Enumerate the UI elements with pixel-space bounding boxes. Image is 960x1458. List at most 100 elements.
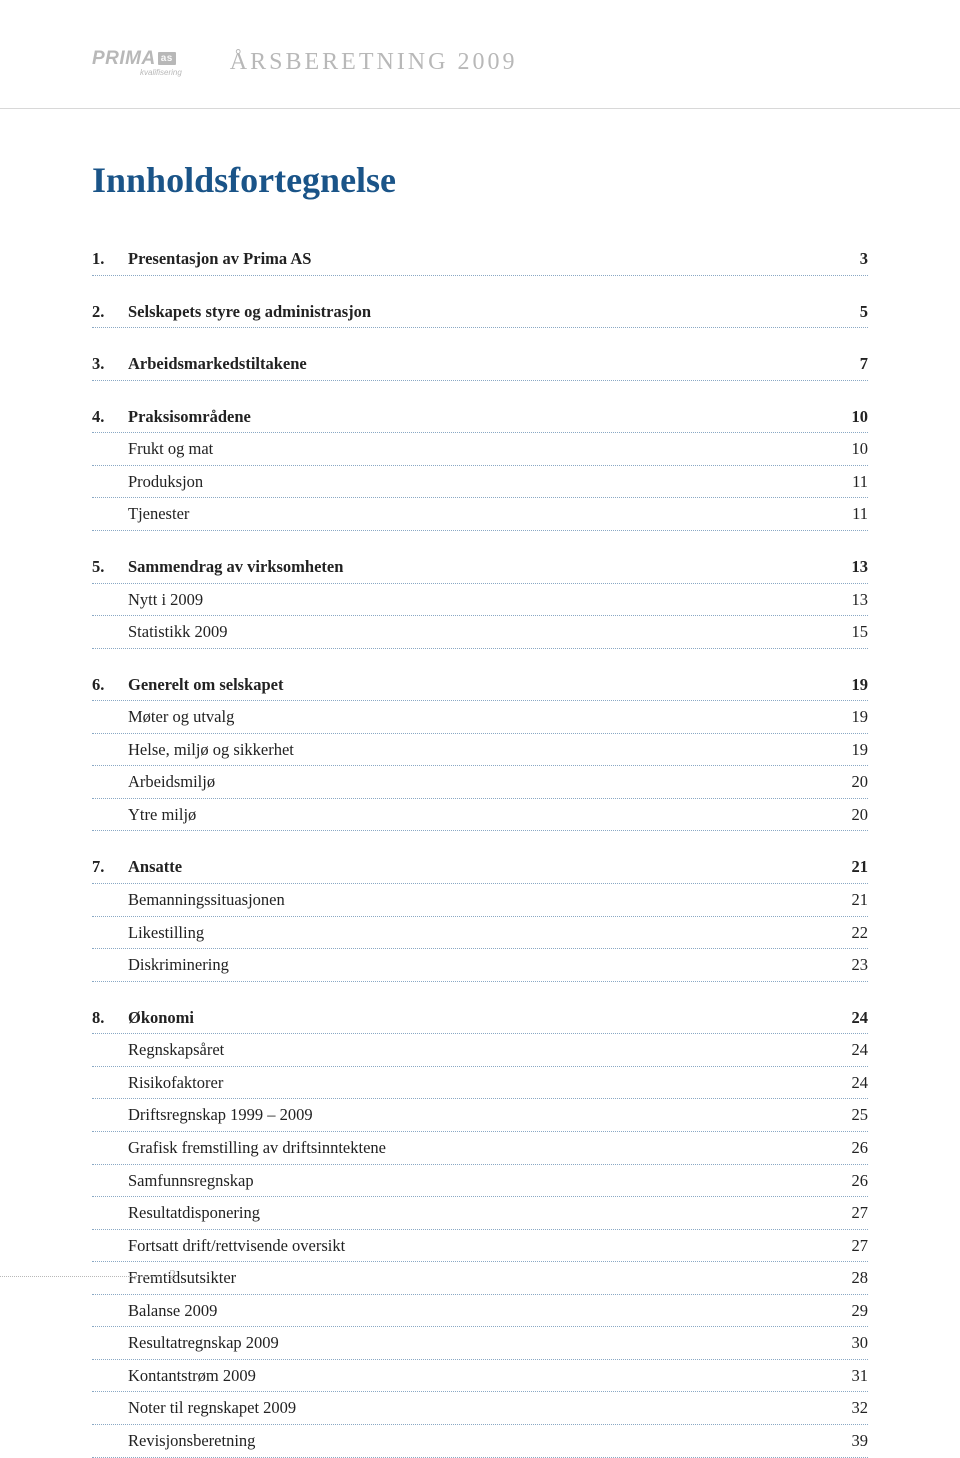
toc-page: 7 [826, 351, 868, 377]
toc-row-sub: Produksjon11 [92, 466, 868, 499]
toc-sub-page: 23 [826, 952, 868, 978]
toc-sub-page: 24 [826, 1070, 868, 1096]
logo-text: PRIMAas [92, 48, 182, 70]
toc-sub-label: Regnskapsåret [92, 1037, 826, 1063]
toc-label: Arbeidsmarkedstiltakene [128, 351, 826, 377]
toc-section: 8.Økonomi24Regnskapsåret24Risikofaktorer… [92, 1002, 868, 1458]
toc-row-sub: Fortsatt drift/rettvisende oversikt27 [92, 1230, 868, 1263]
toc-sub-label: Balanse 2009 [92, 1298, 826, 1324]
toc-row-main: 3.Arbeidsmarkedstiltakene7 [92, 348, 868, 381]
toc-label: Selskapets styre og administrasjon [128, 299, 826, 325]
toc-row-sub: Grafisk fremstilling av driftsinntektene… [92, 1132, 868, 1165]
toc-label: Generelt om selskapet [128, 672, 826, 698]
toc-sub-label: Bemanningssituasjonen [92, 887, 826, 913]
toc-sub-page: 21 [826, 887, 868, 913]
toc-sub-page: 20 [826, 769, 868, 795]
toc-sub-page: 19 [826, 704, 868, 730]
toc-sub-label: Frukt og mat [92, 436, 826, 462]
toc-sub-page: 31 [826, 1363, 868, 1389]
toc-sub-label: Grafisk fremstilling av driftsinntektene [92, 1135, 826, 1161]
toc-page: 5 [826, 299, 868, 325]
toc-sub-label: Driftsregnskap 1999 – 2009 [92, 1102, 826, 1128]
toc-sub-label: Ytre miljø [92, 802, 826, 828]
toc-row-main: 7.Ansatte21 [92, 851, 868, 884]
toc-row-sub: Statistikk 200915 [92, 616, 868, 649]
toc-sub-label: Arbeidsmiljø [92, 769, 826, 795]
toc-sub-page: 24 [826, 1037, 868, 1063]
toc-section: 2.Selskapets styre og administrasjon5 [92, 296, 868, 329]
toc-sub-label: Kontantstrøm 2009 [92, 1363, 826, 1389]
toc-sub-page: 26 [826, 1135, 868, 1161]
toc-number: 7. [92, 854, 128, 880]
table-of-contents: 1.Presentasjon av Prima AS3 2.Selskapets … [92, 243, 868, 1458]
toc-number: 6. [92, 672, 128, 698]
toc-sub-page: 11 [826, 469, 868, 495]
toc-row-main: 4.Praksisområdene10 [92, 401, 868, 434]
toc-section: 1.Presentasjon av Prima AS3 [92, 243, 868, 276]
toc-sub-page: 13 [826, 587, 868, 613]
toc-sub-label: Revisjonsberetning [92, 1428, 826, 1454]
toc-sub-label: Statistikk 2009 [92, 619, 826, 645]
toc-number: 2. [92, 299, 128, 325]
toc-row-main: 1.Presentasjon av Prima AS3 [92, 243, 868, 276]
toc-label: Sammendrag av virksomheten [128, 554, 826, 580]
toc-page: 19 [826, 672, 868, 698]
toc-row-sub: Kontantstrøm 200931 [92, 1360, 868, 1393]
toc-row-main: 6.Generelt om selskapet19 [92, 669, 868, 702]
toc-sub-label: Møter og utvalg [92, 704, 826, 730]
toc-row-sub: Ytre miljø20 [92, 799, 868, 832]
toc-number: 1. [92, 246, 128, 272]
toc-sub-label: Noter til regnskapet 2009 [92, 1395, 826, 1421]
toc-sub-page: 25 [826, 1102, 868, 1128]
toc-number: 4. [92, 404, 128, 430]
toc-sub-label: Nytt i 2009 [92, 587, 826, 613]
toc-page: 3 [826, 246, 868, 272]
toc-row-sub: Risikofaktorer24 [92, 1067, 868, 1100]
toc-sub-page: 10 [826, 436, 868, 462]
toc-label: Presentasjon av Prima AS [128, 246, 826, 272]
toc-sub-label: Tjenester [92, 501, 826, 527]
toc-row-sub: Regnskapsåret24 [92, 1034, 868, 1067]
toc-section: 5.Sammendrag av virksomheten13Nytt i 200… [92, 551, 868, 649]
page-header: PRIMAas kvalifisering ÅRSBERETNING 2009 [0, 0, 960, 90]
toc-sub-page: 32 [826, 1395, 868, 1421]
toc-sub-page: 27 [826, 1200, 868, 1226]
toc-row-sub: Helse, miljø og sikkerhet19 [92, 734, 868, 767]
toc-row-sub: Møter og utvalg19 [92, 701, 868, 734]
toc-sub-page: 19 [826, 737, 868, 763]
toc-row-sub: Frukt og mat10 [92, 433, 868, 466]
logo-subtitle: kvalifisering [140, 68, 182, 77]
toc-row-sub: Samfunnsregnskap26 [92, 1165, 868, 1198]
page-number: 2 [169, 1268, 176, 1284]
toc-number: 8. [92, 1005, 128, 1031]
toc-row-sub: Arbeidsmiljø20 [92, 766, 868, 799]
toc-sub-label: Resultatregnskap 2009 [92, 1330, 826, 1356]
toc-sub-page: 39 [826, 1428, 868, 1454]
toc-sub-page: 29 [826, 1298, 868, 1324]
toc-section: 3.Arbeidsmarkedstiltakene7 [92, 348, 868, 381]
toc-row-sub: Diskriminering23 [92, 949, 868, 982]
logo-block: PRIMAas kvalifisering [92, 48, 182, 77]
toc-sub-label: Diskriminering [92, 952, 826, 978]
toc-sub-label: Fortsatt drift/rettvisende oversikt [92, 1233, 826, 1259]
toc-page: 24 [826, 1005, 868, 1031]
toc-row-sub: Revisjonsberetning39 [92, 1425, 868, 1458]
toc-sub-label: Risikofaktorer [92, 1070, 826, 1096]
toc-row-sub: Driftsregnskap 1999 – 200925 [92, 1099, 868, 1132]
toc-row-sub: Nytt i 200913 [92, 584, 868, 617]
toc-label: Økonomi [128, 1005, 826, 1031]
footer-line [0, 1276, 161, 1277]
toc-row-sub: Likestilling22 [92, 917, 868, 950]
toc-sub-page: 20 [826, 802, 868, 828]
logo-main: PRIMA [92, 48, 156, 69]
page-footer: 2 [0, 1268, 176, 1284]
toc-number: 3. [92, 351, 128, 377]
toc-sub-label: Samfunnsregnskap [92, 1168, 826, 1194]
toc-section: 7.Ansatte21 Bemanningssituasjonen21 Likest… [92, 851, 868, 981]
toc-label: Praksisområdene [128, 404, 826, 430]
toc-sub-page: 30 [826, 1330, 868, 1356]
toc-row-sub: Resultatregnskap 200930 [92, 1327, 868, 1360]
toc-sub-label: Produksjon [92, 469, 826, 495]
toc-row-main: 2.Selskapets styre og administrasjon5 [92, 296, 868, 329]
toc-row-sub: Tjenester11 [92, 498, 868, 531]
